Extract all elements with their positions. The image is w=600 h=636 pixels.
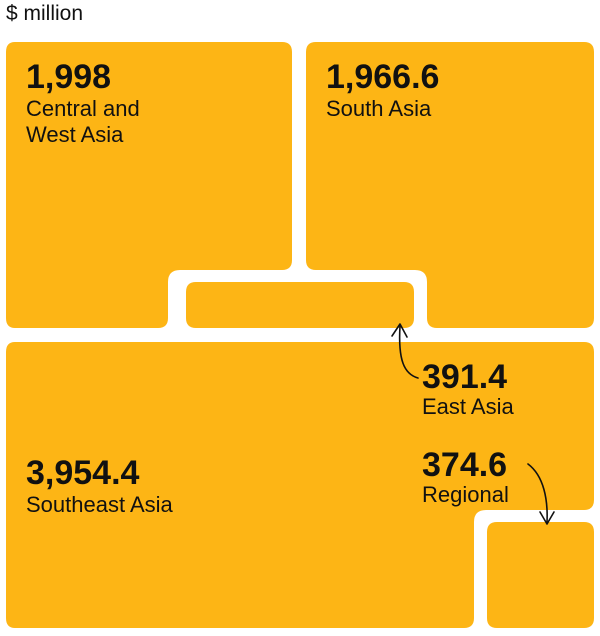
value-label-east-asia: 391.4: [422, 358, 507, 396]
category-label-central-and-west-asia: Central and: [26, 96, 140, 121]
category-label-east-asia: East Asia: [422, 394, 514, 419]
value-label-southeast-asia: 3,954.4: [26, 454, 140, 492]
tile-southeast-asia: [6, 342, 594, 628]
tile-central-west-asia: [6, 42, 292, 328]
arrow-regional: [527, 463, 555, 525]
category-label-central-and-west-asia: West Asia: [26, 122, 124, 147]
category-label-south-asia: South Asia: [326, 96, 432, 121]
tile-east-asia: [186, 282, 414, 328]
tile-south-asia: [306, 42, 594, 328]
treemap-tiles: [6, 42, 594, 628]
arrow-east-asia: [391, 323, 419, 379]
category-label-southeast-asia: Southeast Asia: [26, 492, 174, 517]
value-label-regional: 374.6: [422, 446, 507, 484]
value-label-south-asia: 1,966.6: [326, 58, 439, 96]
callout-arrows: [391, 323, 555, 525]
category-label-regional: Regional: [422, 482, 509, 507]
tile-regional: [487, 522, 594, 628]
unit-label: $ million: [6, 2, 84, 25]
value-label-central-and-west-asia: 1,998: [26, 58, 111, 96]
